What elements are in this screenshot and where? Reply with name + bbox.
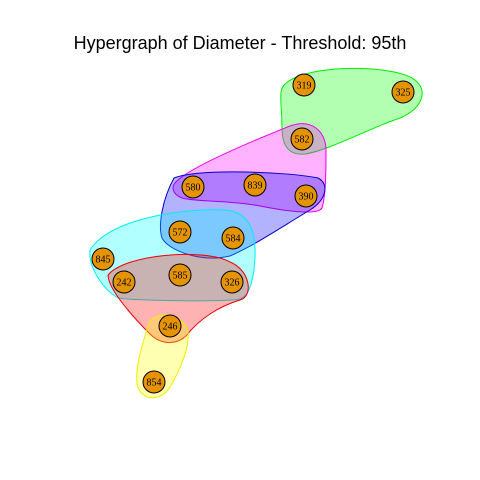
node-242: 242 — [112, 270, 136, 294]
node-label: 319 — [297, 81, 312, 92]
node-circle — [221, 226, 245, 250]
node-572: 572 — [168, 220, 192, 244]
node-390: 390 — [294, 184, 318, 208]
node-label: 585 — [173, 271, 188, 282]
node-246: 246 — [158, 314, 182, 338]
node-label: 242 — [117, 278, 132, 289]
nodes-layer: 319 325 582 580 839 390 572 584 845 242 585 326 246 8… — [91, 73, 415, 394]
node-label: 325 — [396, 88, 411, 99]
node-circle — [292, 73, 316, 97]
node-label: 572 — [173, 228, 188, 239]
node-label: 580 — [186, 183, 201, 194]
hyperedges-layer — [89, 67, 423, 399]
diagram-title: Hypergraph of Diameter - Threshold: 95th — [73, 33, 407, 53]
node-label: 326 — [225, 278, 240, 289]
node-582: 582 — [290, 127, 314, 151]
node-circle — [158, 314, 182, 338]
node-854: 854 — [142, 370, 166, 394]
node-label: 582 — [295, 135, 310, 146]
node-circle — [112, 270, 136, 294]
node-580: 580 — [181, 175, 205, 199]
node-319: 319 — [292, 73, 316, 97]
node-circle — [243, 173, 267, 197]
node-circle — [168, 220, 192, 244]
node-label: 246 — [163, 322, 178, 333]
node-584: 584 — [221, 226, 245, 250]
node-label: 839 — [248, 181, 263, 192]
hyperedge-1 — [280, 67, 423, 155]
node-585: 585 — [168, 263, 192, 287]
node-845: 845 — [91, 247, 115, 271]
node-label: 584 — [226, 234, 241, 245]
node-circle — [294, 184, 318, 208]
node-circle — [220, 270, 244, 294]
node-circle — [181, 175, 205, 199]
node-839: 839 — [243, 173, 267, 197]
node-label: 390 — [299, 192, 314, 203]
node-326: 326 — [220, 270, 244, 294]
node-circle — [142, 370, 166, 394]
node-label: 854 — [147, 378, 162, 389]
node-circle — [91, 247, 115, 271]
node-circle — [290, 127, 314, 151]
node-circle — [168, 263, 192, 287]
node-325: 325 — [391, 80, 415, 104]
node-label: 845 — [96, 255, 111, 266]
node-circle — [391, 80, 415, 104]
hyperedge-2 — [172, 123, 327, 213]
